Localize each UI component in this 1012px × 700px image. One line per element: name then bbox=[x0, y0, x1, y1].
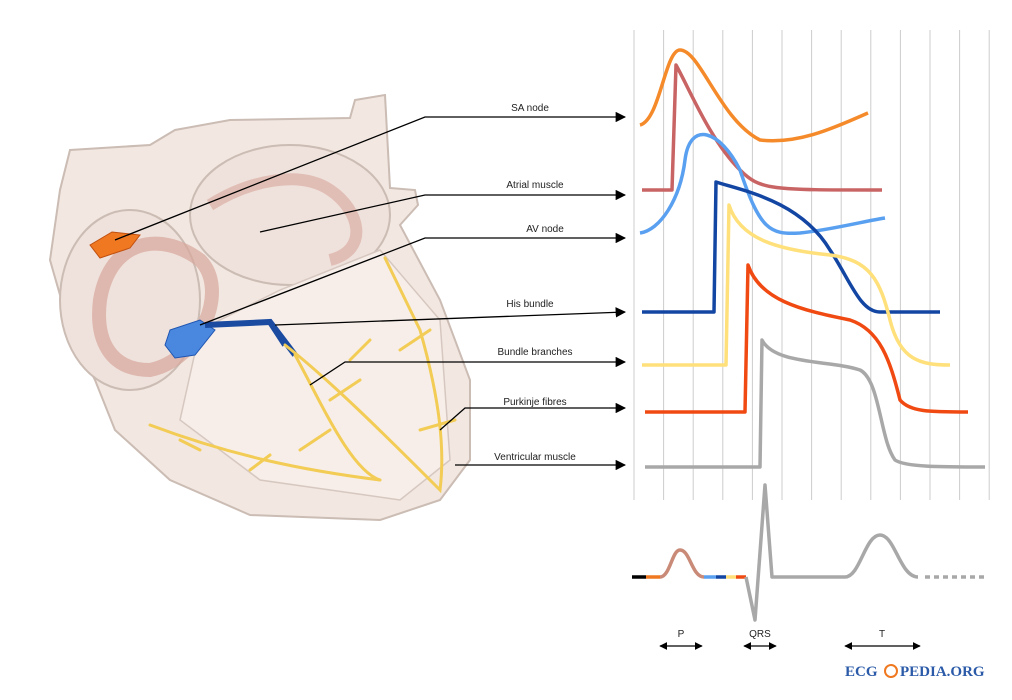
ecg-label: T bbox=[879, 629, 885, 640]
av-curve bbox=[639, 132, 886, 236]
label: Bundle branches bbox=[497, 347, 572, 358]
label: SA node bbox=[511, 103, 549, 114]
sa-curve bbox=[639, 48, 869, 143]
logo: ECG PEDIA.ORG bbox=[845, 664, 985, 680]
ecg-trace bbox=[632, 483, 988, 622]
ecg-intervals: P QRS T bbox=[659, 629, 921, 650]
branches-curve bbox=[642, 203, 951, 367]
action-potentials bbox=[639, 48, 986, 469]
atrial-curve bbox=[642, 63, 883, 192]
ecg-label: QRS bbox=[749, 629, 771, 640]
label: Ventricular muscle bbox=[494, 452, 576, 463]
his-curve bbox=[642, 180, 940, 314]
labels: SA node Atrial muscle AV node His bundle… bbox=[494, 103, 576, 463]
time-grid bbox=[633, 30, 990, 500]
label: Atrial muscle bbox=[506, 180, 564, 191]
logo-right: PEDIA.ORG bbox=[900, 664, 985, 680]
logo-left: ECG bbox=[845, 664, 878, 680]
ecg-label: P bbox=[678, 629, 685, 640]
ventricular-curve bbox=[645, 338, 986, 469]
label: Purkinje fibres bbox=[503, 397, 566, 408]
label: AV node bbox=[526, 224, 564, 235]
heart bbox=[48, 93, 471, 522]
leader-lines bbox=[114, 111, 627, 471]
label: His bundle bbox=[506, 299, 554, 310]
purkinje-curve bbox=[645, 263, 969, 414]
